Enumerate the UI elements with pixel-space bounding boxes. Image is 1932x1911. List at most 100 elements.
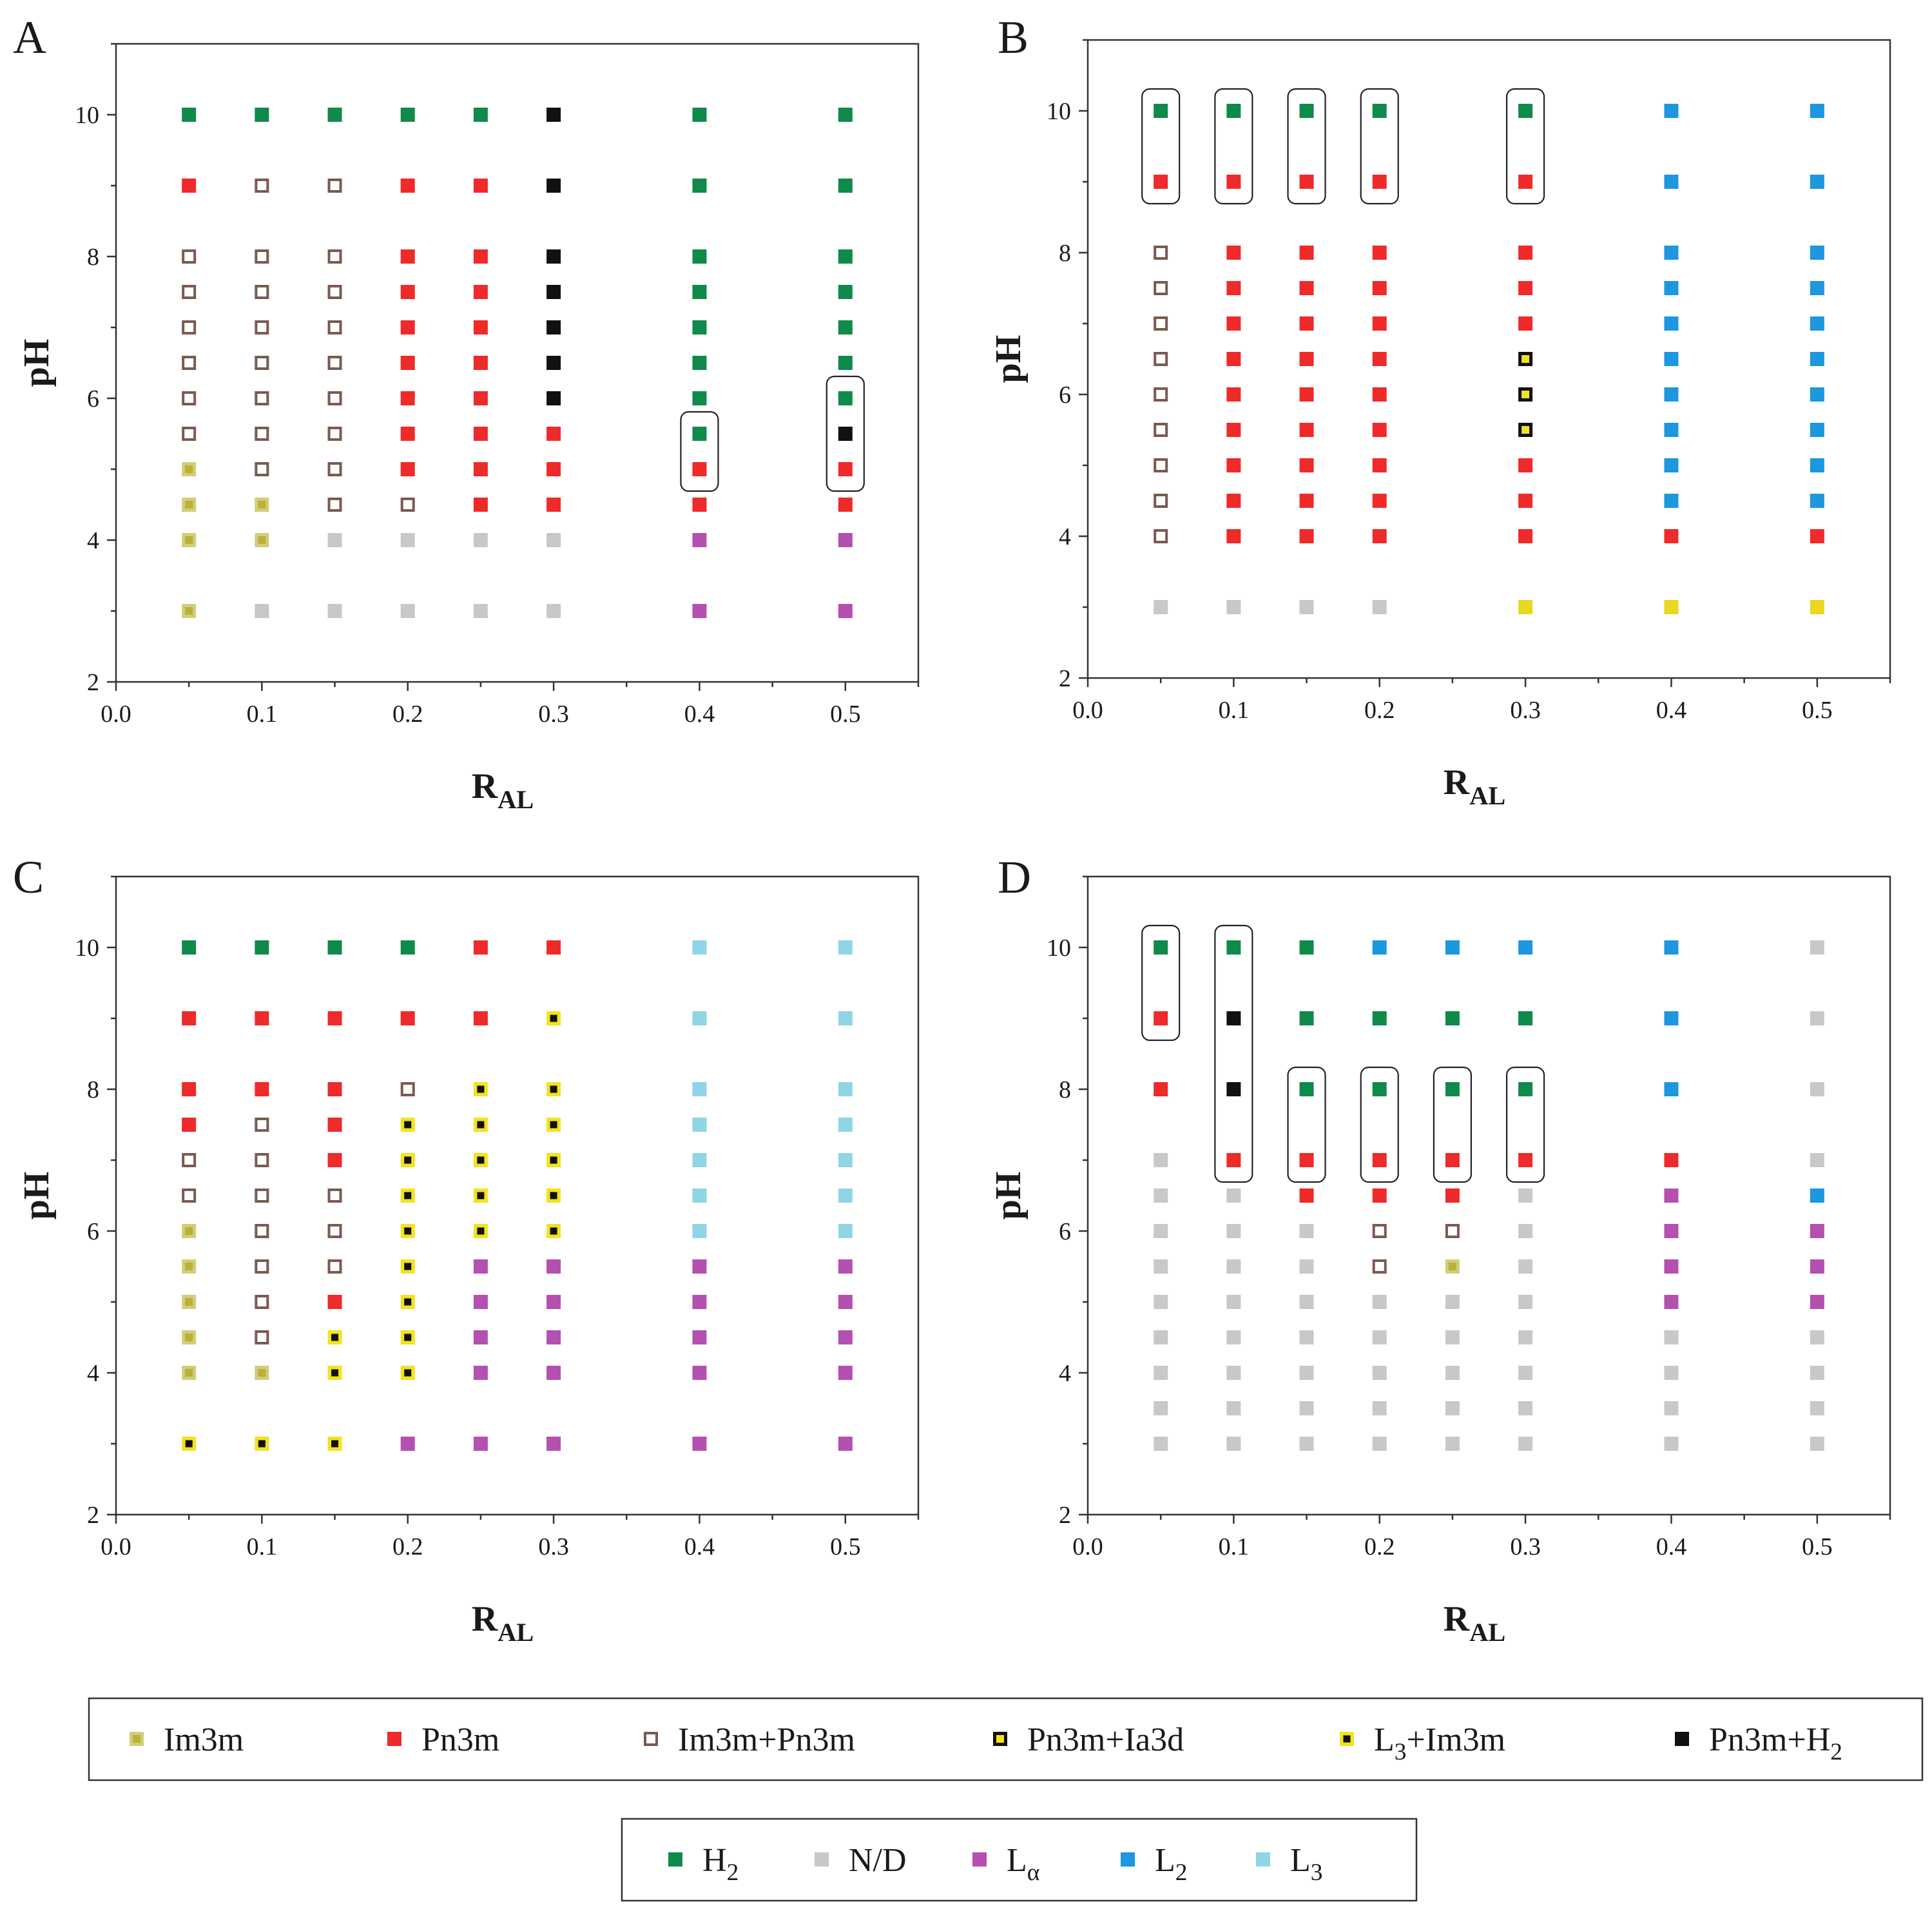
x-tick-label: 0.2: [1364, 1533, 1395, 1560]
data-point: [1445, 1330, 1460, 1344]
data-point: [1810, 281, 1824, 295]
data-point: [1299, 1224, 1314, 1238]
chart-panel-D: D 0.0 0.1 0.2 0.3 0.4 0.5 2 4 6 8 10 RAL pH: [989, 851, 1891, 1647]
data-point: [546, 179, 561, 193]
data-point: [182, 1011, 197, 1025]
data-point: [1154, 1330, 1168, 1344]
data-point: [1372, 940, 1387, 955]
data-point: [1445, 1259, 1460, 1274]
data-point: [1445, 1224, 1460, 1238]
highlight-box: [1360, 1066, 1399, 1183]
data-point: [1372, 104, 1387, 118]
data-point: [1154, 529, 1168, 543]
data-point: [1518, 1153, 1533, 1167]
y-tick-label: 6: [87, 1218, 99, 1245]
highlight-box: [1433, 1066, 1473, 1183]
data-point: [1226, 175, 1241, 189]
data-point: [327, 1118, 342, 1132]
data-point: [182, 1259, 197, 1274]
data-point: [400, 498, 415, 512]
data-point: [255, 1330, 269, 1344]
data-point: [1664, 458, 1679, 472]
data-point: [473, 1259, 488, 1274]
data-point: [838, 1153, 853, 1167]
data-point: [692, 285, 707, 299]
data-point: [1664, 940, 1679, 955]
data-point: [1299, 529, 1314, 543]
y-tick-label: 6: [87, 385, 99, 412]
data-point: [327, 391, 342, 405]
legend-label: N/D: [849, 1842, 907, 1879]
data-point: [1664, 1153, 1679, 1167]
x-tick-label: 0.2: [392, 1533, 423, 1560]
x-tick-label: 0.3: [538, 1533, 569, 1560]
data-point: [473, 1188, 488, 1203]
data-point: [1372, 1437, 1387, 1451]
x-tick-label: 0.0: [1072, 697, 1103, 724]
data-point: [1445, 1011, 1460, 1025]
data-point: [1154, 423, 1168, 437]
data-point: [1154, 600, 1168, 614]
data-point: [1154, 940, 1168, 955]
data-point: [1810, 1366, 1824, 1380]
data-point: [838, 533, 853, 547]
y-tick-label: 2: [1059, 665, 1071, 692]
data-point: [692, 427, 707, 441]
data-point: [1226, 1259, 1241, 1274]
data-point: [1664, 1188, 1679, 1203]
data-point: [1154, 281, 1168, 295]
data-point: [692, 1188, 707, 1203]
data-point: [255, 179, 269, 193]
data-point: [400, 249, 415, 264]
data-point: [182, 285, 197, 299]
data-point: [1810, 423, 1824, 437]
data-point: [182, 1295, 197, 1309]
x-tick-label: 0.5: [1802, 1533, 1833, 1560]
data-point: [546, 108, 561, 122]
x-axis-title: RAL: [1444, 1599, 1505, 1647]
data-point: [1664, 1366, 1679, 1380]
data-point: [692, 249, 707, 264]
data-point: [1226, 1295, 1241, 1309]
data-point: [546, 1295, 561, 1309]
data-point: [327, 356, 342, 370]
data-point: [327, 108, 342, 122]
data-point: [1372, 1330, 1387, 1344]
x-tick-label: 0.4: [684, 1533, 715, 1560]
x-tick-label: 0.1: [247, 1533, 278, 1560]
data-point: [838, 1366, 853, 1380]
data-point: [1226, 104, 1241, 118]
data-point: [838, 1224, 853, 1238]
data-point: [1226, 246, 1241, 260]
x-tick-label: 0.3: [538, 701, 569, 728]
highlight-box: [1141, 88, 1181, 205]
panel-letter: A: [13, 12, 46, 63]
legend-row-2: H2 N/D Lα L2 L3: [621, 1818, 1418, 1902]
data-point: [838, 1082, 853, 1096]
data-point: [327, 249, 342, 264]
data-point: [1226, 423, 1241, 437]
data-point: [1518, 529, 1533, 543]
data-point: [1154, 1259, 1168, 1274]
data-point: [1299, 1188, 1314, 1203]
data-point: [255, 249, 269, 264]
data-point: [1664, 600, 1679, 614]
data-point: [1226, 1366, 1241, 1380]
data-point: [1154, 1437, 1168, 1451]
y-tick-label: 4: [87, 527, 99, 554]
data-point: [838, 462, 853, 476]
data-point: [1372, 1153, 1387, 1167]
data-point: [1226, 1330, 1241, 1344]
data-point: [1664, 1330, 1679, 1344]
x-tick-label: 0.5: [1802, 697, 1833, 724]
data-point: [1518, 423, 1533, 437]
data-point: [400, 462, 415, 476]
data-point: [327, 940, 342, 955]
y-tick-label: 2: [87, 669, 99, 696]
legend-marker: [668, 1852, 682, 1867]
data-point: [255, 1118, 269, 1132]
data-point: [1372, 352, 1387, 366]
data-point: [473, 1011, 488, 1025]
data-point: [1299, 246, 1314, 260]
data-point: [1518, 387, 1533, 402]
